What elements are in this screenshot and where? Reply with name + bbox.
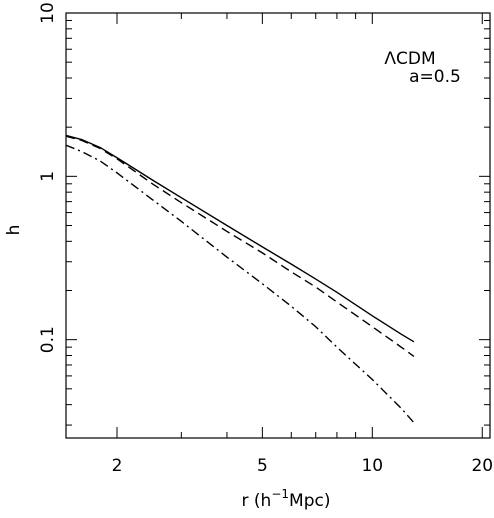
x-axis-label-exponent: −1 xyxy=(271,487,289,501)
annotation-scale-factor: a=0.5 xyxy=(409,67,461,87)
axis-tick-labels: 2 5 10 20 0.1 1 10 xyxy=(38,2,493,476)
series-line-dashdot xyxy=(65,144,415,424)
series-line-solid xyxy=(65,134,415,343)
series-group xyxy=(65,134,415,424)
x-axis-label-main: r (h xyxy=(242,491,272,511)
x-tick-label: 20 xyxy=(471,456,493,476)
y-tick-label: 1 xyxy=(38,171,58,182)
y-tick-label: 10 xyxy=(38,2,58,24)
x-tick-label: 10 xyxy=(361,456,383,476)
x-axis-label: r (h−1Mpc) xyxy=(242,487,331,511)
x-tick-label: 5 xyxy=(257,456,268,476)
annotation-model: ΛCDM xyxy=(384,49,435,69)
series-line-dashed xyxy=(65,135,415,357)
y-axis-label: h xyxy=(4,225,24,236)
axis-ticks xyxy=(66,13,490,438)
y-tick-label: 0.1 xyxy=(38,326,58,353)
x-tick-label: 2 xyxy=(112,456,123,476)
x-axis-label-suffix: Mpc) xyxy=(289,491,330,511)
